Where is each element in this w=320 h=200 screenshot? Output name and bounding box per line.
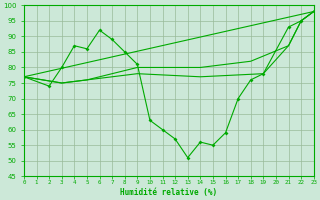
X-axis label: Humidité relative (%): Humidité relative (%) — [120, 188, 217, 197]
